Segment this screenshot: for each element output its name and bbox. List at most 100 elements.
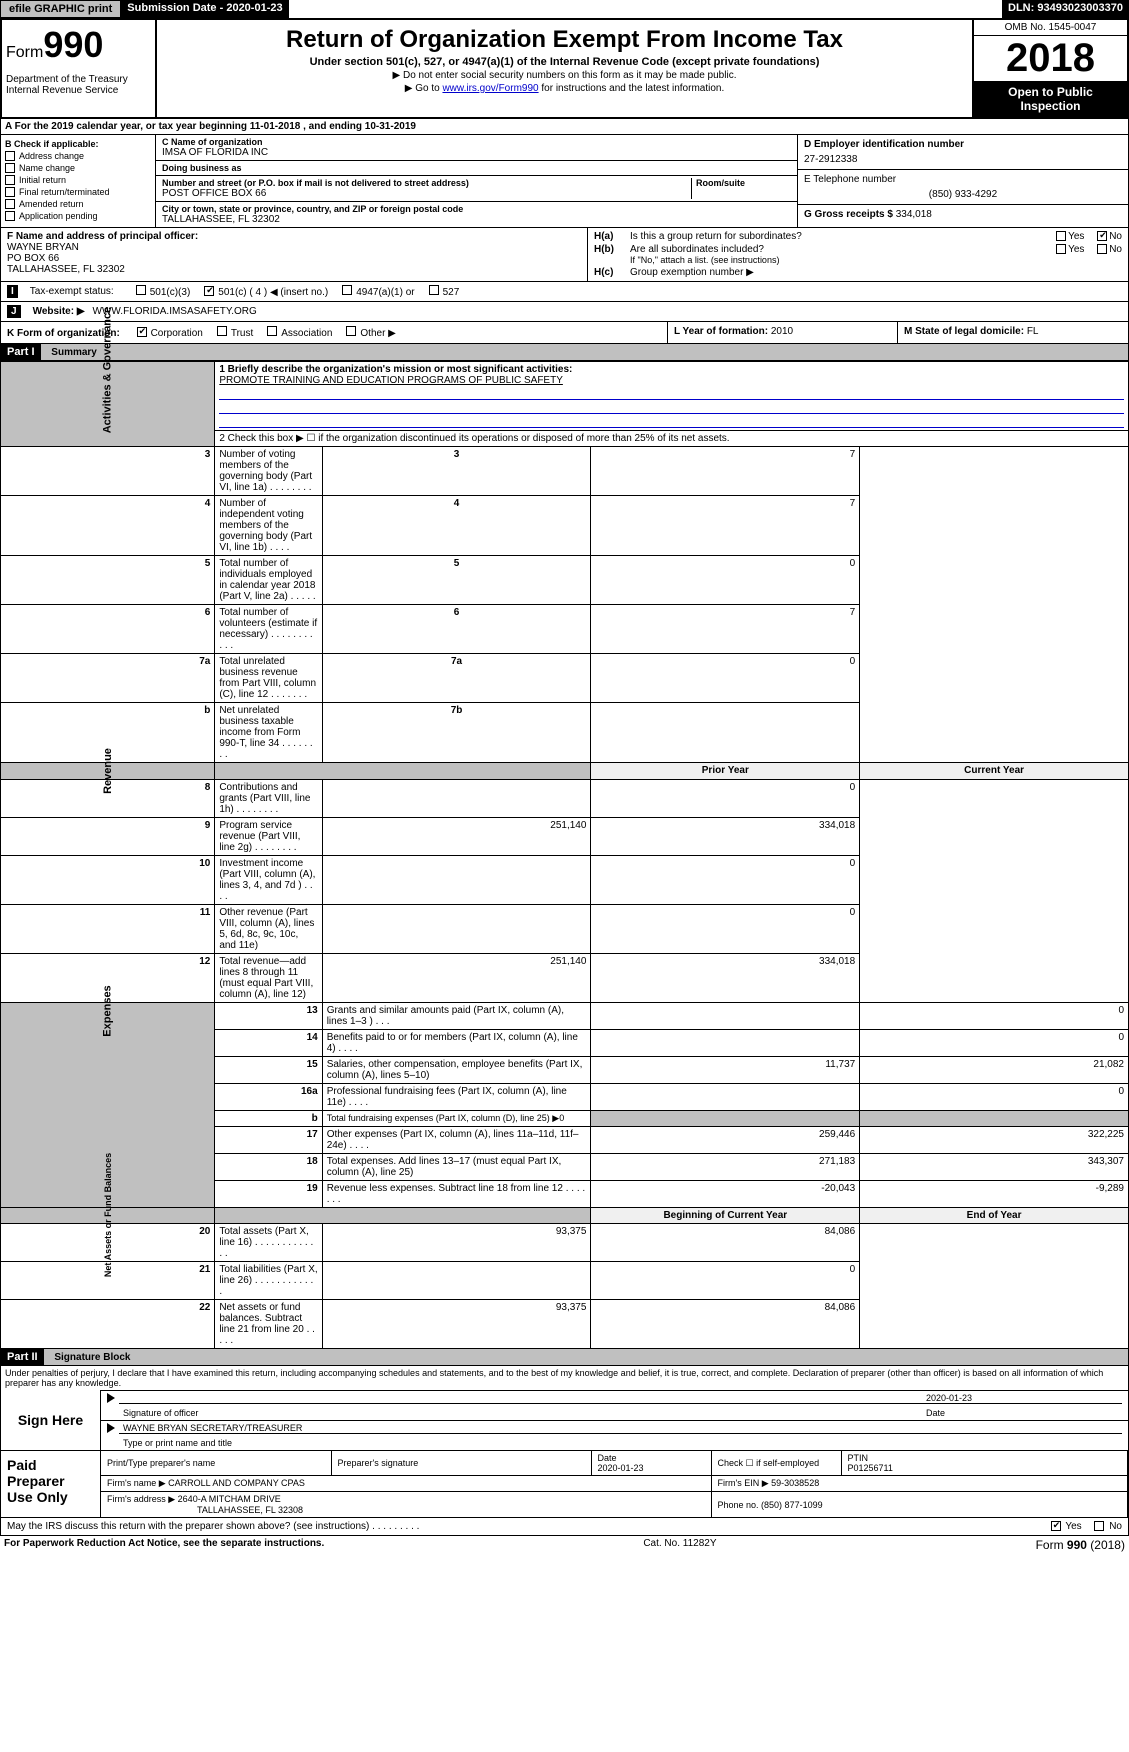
discuss-yes-checkbox[interactable] [1051, 1521, 1061, 1531]
line-text: Total liabilities (Part X, line 26) . . … [215, 1262, 322, 1300]
officer-addr2: TALLAHASSEE, FL 32302 [7, 264, 581, 275]
current-year-value: 334,018 [591, 818, 860, 856]
firm-name-value: CARROLL AND COMPANY CPAS [168, 1478, 305, 1488]
hb-no-checkbox[interactable] [1097, 244, 1107, 254]
col-b-item: Name change [5, 163, 151, 173]
line-num: 6 [1, 605, 215, 654]
tab-activities-governance: Activities & Governance [1, 362, 215, 447]
col-b-item: Final return/terminated [5, 187, 151, 197]
current-year-value: 334,018 [591, 954, 860, 1003]
checkbox[interactable] [5, 187, 15, 197]
line-num: 14 [215, 1030, 322, 1057]
submission-label-text: Submission Date - [127, 2, 226, 14]
i-options: 501(c)(3)501(c) ( 4 ) ◀ (insert no.)4947… [122, 285, 460, 298]
irs-link[interactable]: www.irs.gov/Form990 [442, 83, 538, 94]
column-c-org-info: C Name of organization IMSA OF FLORIDA I… [156, 135, 798, 227]
website-row: J Website: ▶ WWW.FLORIDA.IMSASAFETY.ORG [0, 302, 1129, 322]
line-text: Total expenses. Add lines 13–17 (must eq… [322, 1154, 591, 1181]
city-value: TALLAHASSEE, FL 32302 [162, 214, 791, 225]
line-code: 7a [322, 654, 591, 703]
tax-year: 2018 [974, 36, 1127, 81]
line-text: Salaries, other compensation, employee b… [322, 1057, 591, 1084]
prior-year-value: 259,446 [591, 1127, 860, 1154]
firm-phone-cell: Phone no. (850) 877-1099 [711, 1492, 1128, 1518]
summary-row: 10Investment income (Part VIII, column (… [1, 856, 1129, 905]
checkbox[interactable] [267, 326, 277, 336]
form-header-center: Return of Organization Exempt From Incom… [157, 20, 972, 117]
prior-year-value: 271,183 [591, 1154, 860, 1181]
na-spacer [215, 1208, 591, 1224]
officer-group-row: F Name and address of principal officer:… [0, 228, 1129, 282]
klm-row: K Form of organization: CorporationTrust… [0, 322, 1129, 344]
current-year-value: 0 [860, 1084, 1129, 1111]
sig-officer-label: Signature of officer [107, 1408, 922, 1418]
part-ii-label: Part II [1, 1349, 44, 1365]
ha-label: H(a) [594, 231, 630, 242]
form-header-left: Form990 Department of the Treasury Inter… [2, 20, 157, 117]
discuss-no-checkbox[interactable] [1094, 1521, 1104, 1531]
year-of-formation: L Year of formation: 2010 [668, 322, 898, 343]
summary-row: 5Total number of individuals employed in… [1, 556, 1129, 605]
checkbox[interactable] [429, 285, 439, 295]
checkbox[interactable] [5, 151, 15, 161]
footer-left: For Paperwork Reduction Act Notice, see … [4, 1538, 324, 1552]
dln-box: DLN: 93493023003370 [1002, 0, 1129, 18]
l-value: 2010 [771, 326, 793, 337]
checkbox[interactable] [136, 285, 146, 295]
ha-yes-checkbox[interactable] [1056, 231, 1066, 241]
paid-preparer-table: Print/Type preparer's name Preparer's si… [101, 1451, 1128, 1517]
efile-print-button[interactable]: efile GRAPHIC print [0, 0, 121, 18]
tab-revenue: Revenue [1, 763, 215, 780]
checkbox[interactable] [342, 285, 352, 295]
current-year-value: 0 [860, 1003, 1129, 1030]
hb-note: If "No," attach a list. (see instruction… [594, 255, 1122, 265]
firm-name-label: Firm's name ▶ [107, 1478, 166, 1488]
checkbox[interactable] [204, 286, 214, 296]
firm-addr-label: Firm's address ▶ [107, 1494, 175, 1504]
gross-receipts-value: 334,018 [896, 209, 932, 220]
perjury-statement: Under penalties of perjury, I declare th… [1, 1366, 1128, 1390]
current-year-value: 0 [860, 1030, 1129, 1057]
checkbox[interactable] [5, 163, 15, 173]
hb-label: H(b) [594, 244, 630, 255]
line-num: 4 [1, 496, 215, 556]
current-year-value: 322,225 [860, 1127, 1129, 1154]
line-text: Revenue less expenses. Subtract line 18 … [322, 1181, 591, 1208]
entity-info-grid: B Check if applicable: Address changeNam… [0, 135, 1129, 228]
part-i-title: Summary [43, 347, 97, 358]
summary-row: 20Total assets (Part X, line 16) . . . .… [1, 1224, 1129, 1262]
ha-no-checkbox[interactable] [1097, 231, 1107, 241]
line-text: Total number of individuals employed in … [215, 556, 322, 605]
department: Department of the Treasury Internal Reve… [6, 74, 151, 96]
room-label: Room/suite [696, 178, 791, 188]
line-text: Other revenue (Part VIII, column (A), li… [215, 905, 322, 954]
form-prefix: Form [6, 44, 43, 61]
ha-yes-no: Yes No [1046, 231, 1122, 242]
k-options: CorporationTrustAssociationOther ▶ [123, 328, 396, 339]
principal-officer: F Name and address of principal officer:… [1, 228, 588, 281]
firm-addr-value: 2640-A MITCHAM DRIVE [178, 1494, 281, 1504]
hb-yes-checkbox[interactable] [1056, 244, 1066, 254]
line-text: Grants and similar amounts paid (Part IX… [322, 1003, 591, 1030]
checkbox[interactable] [5, 175, 15, 185]
checkbox[interactable] [5, 211, 15, 221]
summary-row: 9Program service revenue (Part VIII, lin… [1, 818, 1129, 856]
checkbox[interactable] [217, 326, 227, 336]
street-cell: Number and street (or P.O. box if mail i… [156, 176, 797, 202]
officer-name-title: WAYNE BRYAN SECRETARY/TREASURER [119, 1423, 1122, 1434]
prior-year-header: Prior Year [591, 763, 860, 780]
gross-receipts-label: G Gross receipts $ [804, 209, 893, 220]
arrow-icon [107, 1393, 115, 1403]
org-form-option: Trust [203, 328, 253, 339]
sign-here-right: 2020-01-23 Signature of officer Date WAY… [101, 1390, 1128, 1450]
sig-row-2-labels: Type or print name and title [101, 1436, 1128, 1450]
hc-label: H(c) [594, 267, 630, 278]
checkbox[interactable] [137, 327, 147, 337]
ptin-value: P01256711 [848, 1463, 893, 1473]
checkbox[interactable] [346, 326, 356, 336]
dln-value: 93493023003370 [1037, 2, 1123, 14]
line1-blank2 [219, 400, 1124, 414]
checkbox[interactable] [5, 199, 15, 209]
city-label: City or town, state or province, country… [162, 204, 791, 214]
line-num: 15 [215, 1057, 322, 1084]
